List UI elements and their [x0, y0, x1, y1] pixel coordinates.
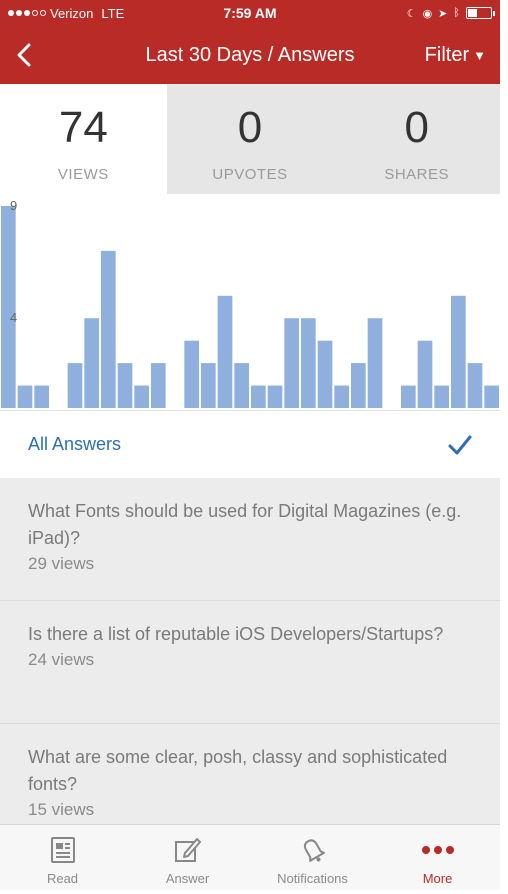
chart-bar	[484, 385, 499, 408]
y-tick-label: 4	[10, 310, 17, 325]
answer-views: 29 views	[28, 554, 95, 573]
tab-read[interactable]: Read	[0, 825, 125, 890]
all-answers-label: All Answers	[28, 434, 122, 454]
chart-bar	[351, 363, 366, 408]
caret-down-icon: ▼	[473, 47, 486, 63]
tab-notifications[interactable]: Notifications	[250, 825, 375, 890]
checkmark-icon	[448, 435, 472, 455]
stat-tab-views[interactable]: 74 VIEWS	[0, 84, 167, 194]
stat-value: 0	[404, 103, 429, 152]
tab-label: More	[422, 871, 453, 886]
signal-icon	[8, 10, 46, 16]
more-icon	[421, 835, 454, 865]
chart-bar	[284, 318, 299, 408]
chart-bar	[134, 385, 149, 408]
answers-list: What Fonts should be used for Digital Ma…	[0, 478, 500, 824]
tab-answer[interactable]: Answer	[125, 825, 250, 890]
list-item[interactable]: Is there a list of reputable iOS Develop…	[0, 601, 500, 724]
chart-bar	[34, 385, 49, 408]
chart-bar	[401, 385, 416, 408]
chart-bar	[67, 363, 83, 408]
carrier-label: Verizon	[50, 5, 94, 21]
stat-value: 0	[237, 103, 263, 152]
list-item[interactable]: What Fonts should be used for Digital Ma…	[0, 478, 500, 601]
stat-label: VIEWS	[57, 166, 109, 183]
tab-label: Notifications	[277, 871, 348, 886]
stat-tab-shares[interactable]: 0 SHARES	[333, 84, 501, 194]
tab-label: Answer	[165, 871, 210, 886]
answer-title: What are some clear, posh, classy and so…	[28, 747, 448, 794]
chart-bar	[101, 250, 116, 408]
nav-bar: Last 30 Days / Answers Filter ▼	[0, 26, 500, 84]
chart-bar	[251, 385, 266, 408]
chart-bar	[151, 363, 166, 408]
chart-bar	[367, 318, 383, 408]
answer-views: 24 views	[28, 650, 95, 669]
chevron-left-icon	[17, 43, 31, 67]
chart-bar	[17, 385, 33, 408]
chart-bar	[184, 340, 199, 408]
tab-more[interactable]: More	[375, 825, 500, 890]
tab-bar: Read Answer Notifications More	[0, 824, 500, 890]
chart-bar	[434, 385, 449, 408]
network-label: LTE	[101, 5, 125, 21]
stat-label: SHARES	[384, 166, 450, 183]
chart-bar	[217, 295, 233, 408]
back-button[interactable]	[0, 26, 48, 84]
chart-bar	[334, 385, 349, 408]
tab-label: Read	[46, 871, 79, 886]
stats-tabs: 74 VIEWS 0 UPVOTES 0 SHARES	[0, 84, 501, 194]
moon-icon: ☾	[406, 7, 417, 20]
answer-title: What Fonts should be used for Digital Ma…	[28, 501, 462, 548]
status-right: ☾ ◉ ➤ ᛒ	[406, 7, 495, 20]
status-left: Verizon LTE	[8, 6, 124, 21]
chart-bar	[467, 363, 483, 408]
bluetooth-icon: ᛒ	[453, 7, 460, 19]
chart-bar	[417, 340, 433, 408]
stat-label: UPVOTES	[212, 166, 288, 183]
y-tick-label: 9	[10, 198, 17, 213]
battery-icon	[466, 7, 495, 19]
read-icon	[50, 837, 75, 863]
stat-value: 74	[58, 103, 108, 152]
chart-bar	[117, 363, 133, 408]
chart-bar	[267, 385, 283, 408]
chart-bar	[84, 318, 99, 408]
filter-label: Filter	[424, 43, 470, 66]
chart-bar	[201, 363, 216, 408]
chart-bar	[234, 363, 249, 408]
chart-svg: 94	[1, 198, 499, 408]
answer-views: 15 views	[28, 800, 95, 819]
notifications-icon	[303, 839, 325, 862]
chart-bar	[1, 206, 16, 408]
rotation-lock-icon: ◉	[422, 7, 433, 20]
answer-title: Is there a list of reputable iOS Develop…	[28, 624, 444, 644]
chart-bar	[451, 295, 466, 408]
status-bar: Verizon LTE 7:59 AM ☾ ◉ ➤ ᛒ	[0, 0, 500, 26]
answer-icon	[174, 838, 201, 862]
location-icon: ➤	[438, 7, 448, 20]
all-answers-row[interactable]: All Answers	[0, 410, 500, 478]
filter-button[interactable]: Filter ▼	[425, 26, 486, 84]
stat-tab-upvotes[interactable]: 0 UPVOTES	[166, 84, 334, 194]
list-item[interactable]: What are some clear, posh, classy and so…	[0, 724, 500, 824]
chart-bar	[317, 340, 333, 408]
chart-bar	[301, 318, 316, 408]
